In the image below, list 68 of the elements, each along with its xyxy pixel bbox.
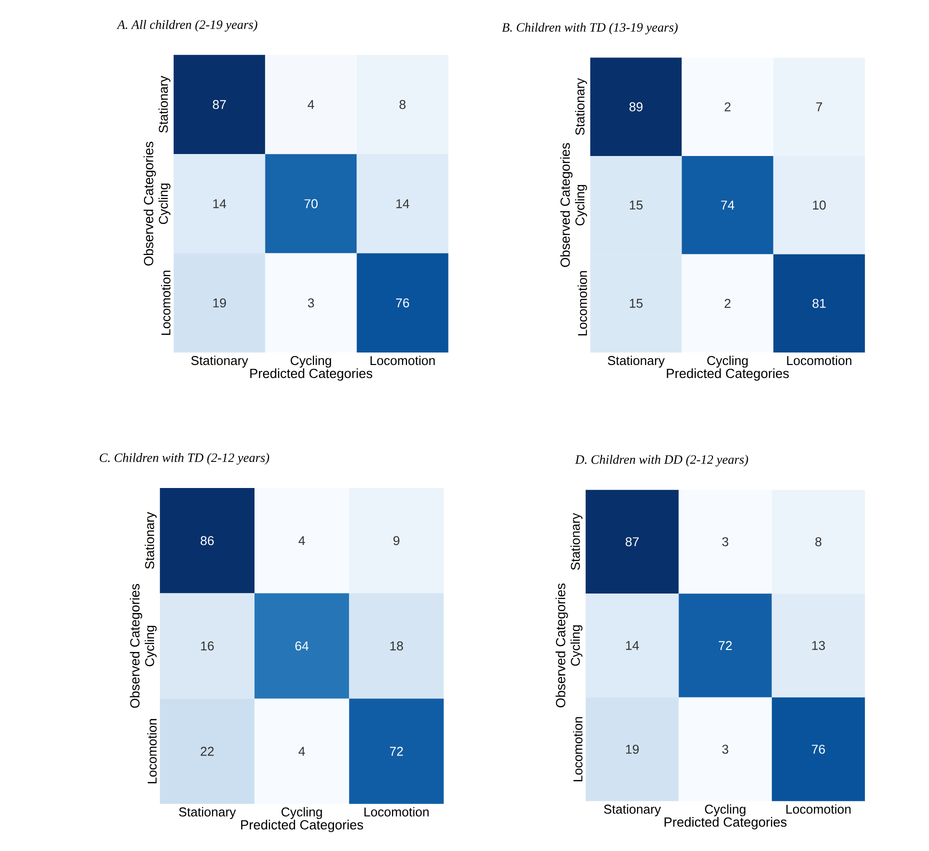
data-label: 15 [630,200,643,210]
data-label: 81 [812,299,826,308]
data-label: 2 [724,299,730,308]
data-label: 9 [393,536,400,546]
x-tick-label: Locomotion [370,356,435,366]
y-axis-title: Observed Categories [556,584,568,708]
data-label: 19 [626,744,639,754]
data-label: 3 [308,298,314,308]
data-label: 3 [722,537,728,546]
y-tick-label: Stationary [144,512,157,570]
data-label: 3 [722,744,728,754]
data-label: 4 [298,536,305,546]
x-tick-label: Cycling [282,807,322,820]
y-axis-title: Observed Categories [144,142,156,266]
chart-title: C. Children with TD (2-12 years) [100,453,270,465]
data-label: 19 [213,298,226,308]
data-label: 87 [626,537,639,546]
data-label: 8 [815,537,822,546]
data-label: 7 [816,102,822,112]
x-tick-label: Stationary [179,807,236,820]
data-label: 18 [390,642,403,651]
data-label: 70 [304,199,318,208]
y-tick-label: Cycling [575,185,588,226]
x-tick-label: Locomotion [786,804,851,814]
x-tick-label: Cycling [707,356,748,368]
data-label: 89 [629,102,643,112]
chart-title: A. All children (2-19 years) [116,20,258,32]
x-tick-label: Stationary [191,356,248,368]
data-label: 14 [396,200,410,208]
x-axis-title: Predicted Categories [664,817,787,830]
data-label: 86 [200,536,214,546]
chart-title: D. Children with DD (2-12 years) [575,455,748,467]
data-label: 22 [200,746,214,756]
y-axis-title: Observed Categories [130,584,142,708]
y-tick-label: Cycling [570,626,582,666]
data-label: 74 [721,200,734,210]
x-tick-label: Cycling [704,804,746,816]
x-axis-title: Predicted Categories [250,368,372,381]
data-label: 16 [201,642,214,651]
y-tick-label: Stationary [158,76,170,133]
data-label: 72 [718,641,732,650]
data-label: 87 [212,100,226,110]
data-label: 64 [295,642,309,651]
chart-title: B. Children with TD (13-19 years) [502,22,678,35]
data-label: 8 [400,100,406,110]
data-label: 76 [396,298,410,308]
x-tick-label: Stationary [608,356,665,368]
y-tick-label: Cycling [144,626,157,666]
data-label: 4 [298,747,305,756]
data-label: 14 [626,641,639,650]
x-axis-title: Predicted Categories [666,368,789,381]
data-label: 14 [213,200,226,208]
data-label: 76 [812,744,825,754]
y-axis-title: Observed Categories [560,143,573,268]
x-tick-label: Cycling [290,356,332,368]
x-axis-title: Predicted Categories [241,820,364,832]
y-tick-label: Cycling [158,184,170,224]
data-label: 2 [724,102,730,112]
y-tick-label: Stationary [570,513,582,570]
data-label: 13 [812,641,825,650]
data-label: 10 [813,200,826,210]
x-tick-label: Locomotion [787,356,852,366]
data-label: 72 [390,746,403,756]
x-tick-label: Locomotion [364,807,429,817]
y-tick-label: Stationary [575,78,588,136]
x-tick-label: Stationary [604,804,661,816]
data-label: 15 [630,299,643,308]
data-label: 4 [308,100,314,110]
